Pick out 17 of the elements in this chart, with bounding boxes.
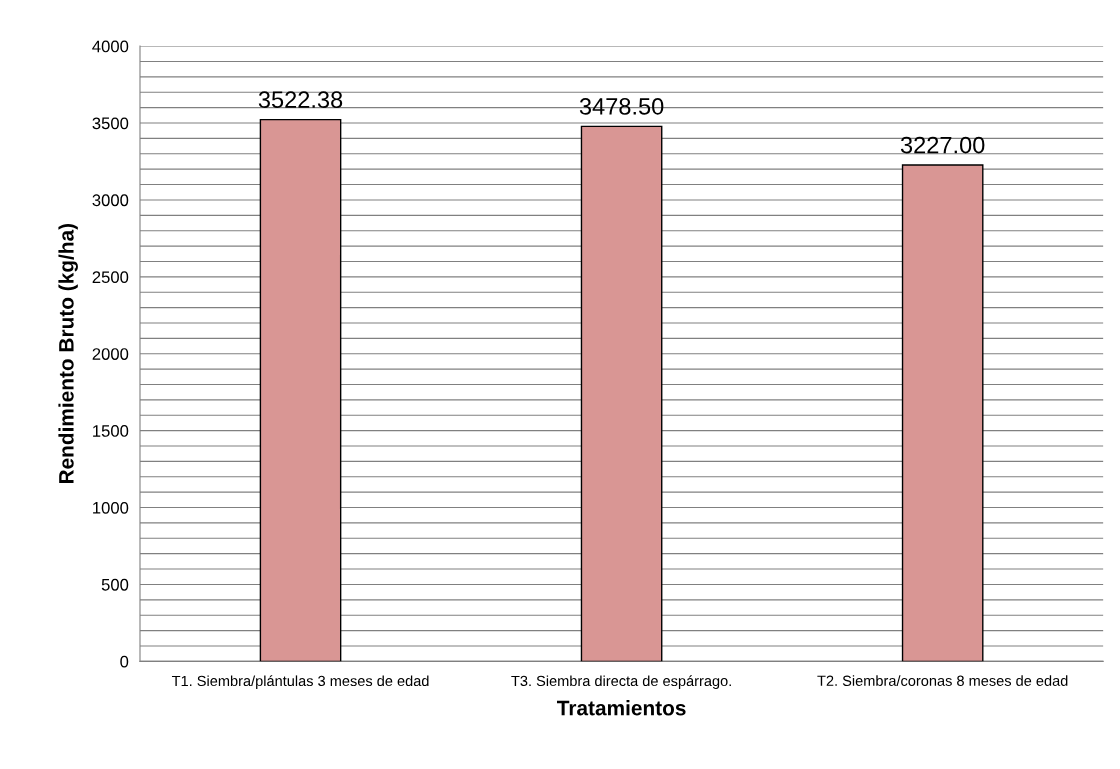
y-tick-label: 1000 <box>93 501 129 514</box>
y-tick-label: 2000 <box>92 348 129 360</box>
x-tick-label: T1. Siembra/plántulas 3 meses de edad <box>171 675 429 689</box>
y-tick-label: 1500 <box>93 425 129 437</box>
y-tick-label: 500 <box>101 578 129 591</box>
y-axis-title: Rendimiento Bruto (kg/ha) <box>58 223 78 484</box>
y-tick-label: 2500 <box>92 271 129 284</box>
y-tick-label: 4000 <box>92 40 129 53</box>
data-label: 3227.00 <box>900 136 985 154</box>
x-tick-label: T2. Siembra/coronas 8 meses de edad <box>817 675 1068 686</box>
y-tick-label: 3000 <box>92 194 129 207</box>
y-tick-label: 0 <box>120 655 129 668</box>
data-label: 3478.50 <box>579 98 664 115</box>
x-axis-title: Tratamientos <box>557 700 686 716</box>
data-label: 3522.38 <box>258 91 343 108</box>
y-tick-label: 3500 <box>92 117 129 130</box>
x-tick-label: T3. Siembra directa de espárrago. <box>511 675 731 689</box>
